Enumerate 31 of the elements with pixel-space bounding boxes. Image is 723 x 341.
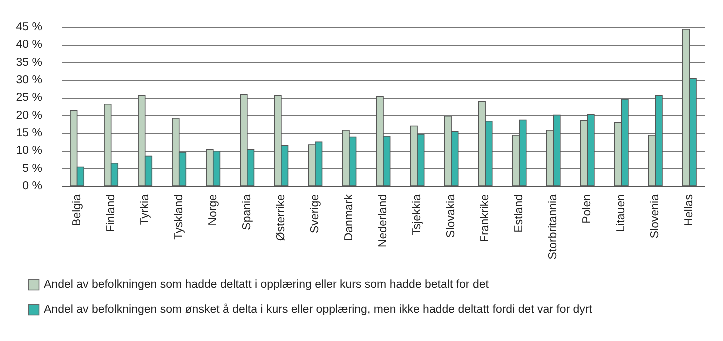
y-tick-label: 5 % xyxy=(22,162,42,175)
x-tick-label: Polen xyxy=(582,194,594,224)
x-tick-label: Spania xyxy=(241,194,254,230)
x-tick-label: Litauen xyxy=(616,194,628,232)
y-tick-label: 35 % xyxy=(16,56,42,69)
x-tick-label: Nederland xyxy=(378,194,390,248)
y-tick-label: 0 % xyxy=(22,180,42,192)
x-tick-label: Sverige xyxy=(309,194,322,234)
x-tick-label: Østerrike xyxy=(275,194,288,242)
x-tick-label: Belgia xyxy=(71,194,84,226)
x-tick-label: Slovenia xyxy=(650,194,662,239)
x-tick-label: Estland xyxy=(514,194,526,233)
x-tick-label: Danmark xyxy=(343,194,356,242)
legend-label: Andel av befolkningen som ønsket å delta i kurs eller opplæring, men ikke hadde deltatt fordi det var for dyrt xyxy=(44,303,594,316)
x-tick-label: Slovakia xyxy=(446,194,458,238)
x-tick-label: Storbritannia xyxy=(548,194,560,260)
y-tick-label: 25 % xyxy=(16,92,42,104)
y-tick-label: 10 % xyxy=(16,145,42,158)
y-tick-label: 45 % xyxy=(16,22,42,34)
y-tick-label: 20 % xyxy=(16,110,42,122)
legend-label: Andel av befolkningen som hadde deltatt i opplæring eller kurs som hadde betalt for det xyxy=(44,279,490,291)
x-tick-label: Tsjekkia xyxy=(412,194,424,236)
x-tick-label: Hellas xyxy=(684,194,696,226)
y-tick-label: 15 % xyxy=(16,128,42,140)
x-tick-label: Norge xyxy=(207,194,220,226)
y-tick-label: 30 % xyxy=(16,74,42,86)
x-tick-label: Tyskland xyxy=(173,194,186,240)
y-tick-label: 40 % xyxy=(16,39,42,52)
x-tick-label: Frankrike xyxy=(480,194,492,242)
x-tick-label: Tyrkia xyxy=(139,194,152,226)
x-tick-label: Finland xyxy=(105,194,118,232)
